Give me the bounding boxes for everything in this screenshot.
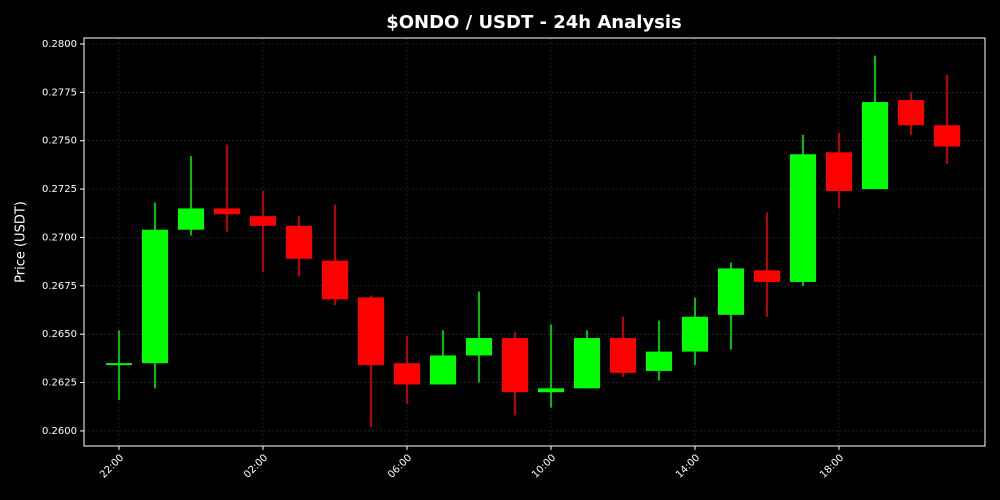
candle-body <box>790 154 816 282</box>
candle-body <box>214 208 240 215</box>
candle-body <box>646 351 672 371</box>
candle-body <box>142 229 168 364</box>
candle-body <box>538 388 564 393</box>
y-tick-label: 0.2600 <box>42 426 77 437</box>
y-axis-label: Price (USDT) <box>14 201 29 283</box>
candle-body <box>466 338 492 356</box>
y-tick-label: 0.2650 <box>42 329 77 340</box>
candle-body <box>862 102 888 190</box>
candle-body <box>502 338 528 393</box>
candle-body <box>394 363 420 385</box>
candle-body <box>574 338 600 389</box>
candle-body <box>358 297 384 366</box>
y-tick-label: 0.2725 <box>42 184 77 195</box>
y-tick-label: 0.2800 <box>42 39 77 50</box>
candle-body <box>718 268 744 315</box>
candle-body <box>430 355 456 385</box>
candle-body <box>898 100 924 126</box>
y-tick-label: 0.2675 <box>42 281 77 292</box>
chart-title: $ONDO / USDT - 24h Analysis <box>386 12 682 33</box>
candle-body <box>610 338 636 373</box>
candle-body <box>322 260 348 300</box>
candle-body <box>106 363 132 366</box>
candle-body <box>826 152 852 192</box>
candle-body <box>934 125 960 147</box>
candle-body <box>754 270 780 282</box>
plot-frame <box>83 37 986 447</box>
candle-body <box>178 208 204 230</box>
candle-body <box>250 216 276 226</box>
candle-body <box>286 225 312 259</box>
y-tick-label: 0.2700 <box>42 232 77 243</box>
candle-body <box>682 316 708 352</box>
y-tick-label: 0.2775 <box>42 87 77 98</box>
y-tick-label: 0.2625 <box>42 378 77 389</box>
y-tick-label: 0.2750 <box>42 136 77 147</box>
